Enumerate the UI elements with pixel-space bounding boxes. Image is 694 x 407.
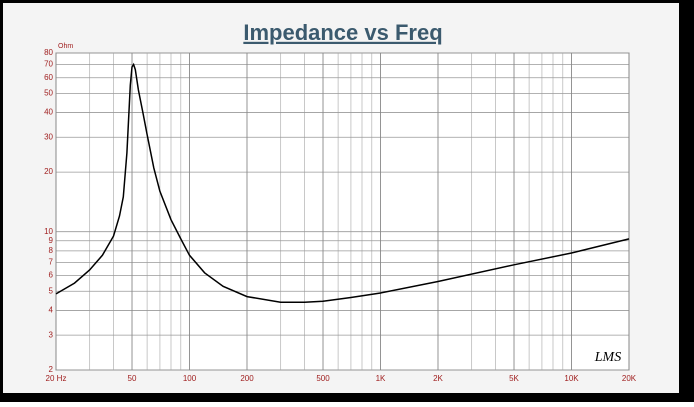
y-tick-label: 5 [49,286,54,295]
x-tick-label: 2K [433,374,443,383]
x-tick-label: 10K [564,374,579,383]
y-tick-label: 10 [44,227,53,236]
y-tick-label: 80 [44,48,53,57]
y-tick-label: 6 [49,271,54,280]
x-tick-label: 20 Hz [46,374,67,383]
y-tick-label: 7 [49,257,54,266]
annotation: LMS [594,350,621,365]
y-tick-label: 70 [44,60,53,69]
y-tick-label: 8 [49,246,54,255]
x-tick-label: 50 [128,374,137,383]
x-tick-label: 1K [376,374,386,383]
x-tick-label: 200 [240,374,254,383]
x-tick-label: 100 [183,374,197,383]
y-tick-label: 50 [44,88,53,97]
x-tick-label: 5K [509,374,519,383]
x-tick-label: 500 [316,374,330,383]
y-tick-label: 60 [44,73,53,82]
plot-area [55,52,630,371]
y-tick-label: 4 [49,306,54,315]
x-tick-label: 20K [622,374,637,383]
y-tick-label: 20 [44,167,53,176]
y-tick-label: 9 [49,236,54,245]
impedance-line [55,62,630,303]
y-unit: Ohm [58,43,73,50]
y-tick-label: 3 [49,330,54,339]
y-tick-label: 2 [49,365,54,374]
chart-title: Impedance vs Freq [243,20,442,45]
y-tick-label: 30 [44,132,53,141]
y-tick-label: 40 [44,108,53,117]
